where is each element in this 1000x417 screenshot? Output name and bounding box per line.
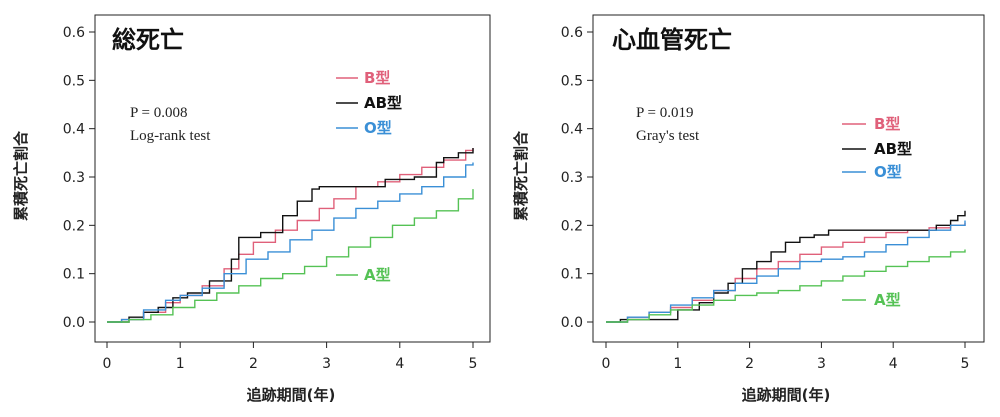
legend-label-ab: AB型 xyxy=(364,94,402,112)
y-tick-label: 0.4 xyxy=(561,122,583,138)
x-tick-label: 3 xyxy=(817,356,826,372)
x-tick-label: 5 xyxy=(469,356,478,372)
y-axis: 0.0 0.1 0.2 0.3 0.4 0.5 0.6 xyxy=(63,25,95,331)
series-line-o xyxy=(606,220,966,323)
chart-title: 心血管死亡 xyxy=(612,26,732,54)
legend: B型 AB型 O型 A型 xyxy=(842,115,912,309)
y-tick-label: 0.3 xyxy=(561,170,583,186)
series-layer xyxy=(606,210,966,323)
legend-label-b: B型 xyxy=(874,115,900,133)
x-tick-label: 2 xyxy=(745,356,754,372)
x-tick-label: 5 xyxy=(961,356,970,372)
y-tick-label: 0.2 xyxy=(63,218,85,234)
panel-cardiovascular: 0.0 0.1 0.2 0.3 0.4 0.5 0.6 0 1 2 3 4 5 心血管死亡 P = 0… xyxy=(512,14,985,404)
x-tick-label: 2 xyxy=(249,356,258,372)
x-axis-title: 追跡期間(年) xyxy=(247,386,336,404)
series-line-a xyxy=(606,249,966,323)
legend-label-o: O型 xyxy=(874,163,902,181)
y-tick-label: 0.4 xyxy=(63,122,85,138)
p-value: P = 0.019 xyxy=(636,105,694,121)
series-layer xyxy=(107,148,474,323)
x-tick-label: 0 xyxy=(103,356,112,372)
test-name: Log-rank test xyxy=(130,128,211,144)
legend-label-a: A型 xyxy=(874,291,901,309)
legend-label-ab: AB型 xyxy=(874,140,912,158)
y-axis-title: 累積死亡割合 xyxy=(12,130,30,221)
y-tick-label: 0.1 xyxy=(63,267,85,283)
legend-label-a: A型 xyxy=(364,266,391,284)
series-line-b xyxy=(107,148,474,323)
y-tick-label: 0.6 xyxy=(561,25,583,41)
legend-label-o: O型 xyxy=(364,119,392,137)
series-line-a xyxy=(107,189,474,323)
x-tick-label: 0 xyxy=(602,356,611,372)
legend-label-b: B型 xyxy=(364,69,390,87)
y-tick-label: 0.0 xyxy=(63,315,85,331)
panel-all-cause: 0.0 0.1 0.2 0.3 0.4 0.5 0.6 0 1 2 3 4 5 総死亡 P = 0.0… xyxy=(12,14,491,404)
plot-frame xyxy=(94,14,491,343)
x-tick-label: 1 xyxy=(673,356,682,372)
y-tick-label: 0.5 xyxy=(63,73,85,89)
x-tick-label: 4 xyxy=(395,356,404,372)
p-value: P = 0.008 xyxy=(130,105,188,121)
y-tick-label: 0.0 xyxy=(561,315,583,331)
test-name: Gray's test xyxy=(636,128,700,144)
y-axis-title: 累積死亡割合 xyxy=(512,130,530,221)
series-line-ab xyxy=(606,210,966,323)
y-tick-label: 0.1 xyxy=(561,267,583,283)
x-axis: 0 1 2 3 4 5 xyxy=(602,342,970,372)
x-tick-label: 1 xyxy=(176,356,185,372)
x-axis: 0 1 2 3 4 5 xyxy=(103,342,478,372)
x-tick-label: 3 xyxy=(322,356,331,372)
y-tick-label: 0.2 xyxy=(561,218,583,234)
x-tick-label: 4 xyxy=(889,356,898,372)
legend: B型 AB型 O型 A型 xyxy=(336,69,402,284)
y-tick-label: 0.3 xyxy=(63,170,85,186)
plot-frame xyxy=(592,14,985,343)
chart-title: 総死亡 xyxy=(112,26,184,54)
y-tick-label: 0.5 xyxy=(561,73,583,89)
x-axis-title: 追跡期間(年) xyxy=(742,386,831,404)
y-axis: 0.0 0.1 0.2 0.3 0.4 0.5 0.6 xyxy=(561,25,593,331)
y-tick-label: 0.6 xyxy=(63,25,85,41)
series-line-ab xyxy=(107,148,474,323)
series-line-o xyxy=(107,162,474,323)
